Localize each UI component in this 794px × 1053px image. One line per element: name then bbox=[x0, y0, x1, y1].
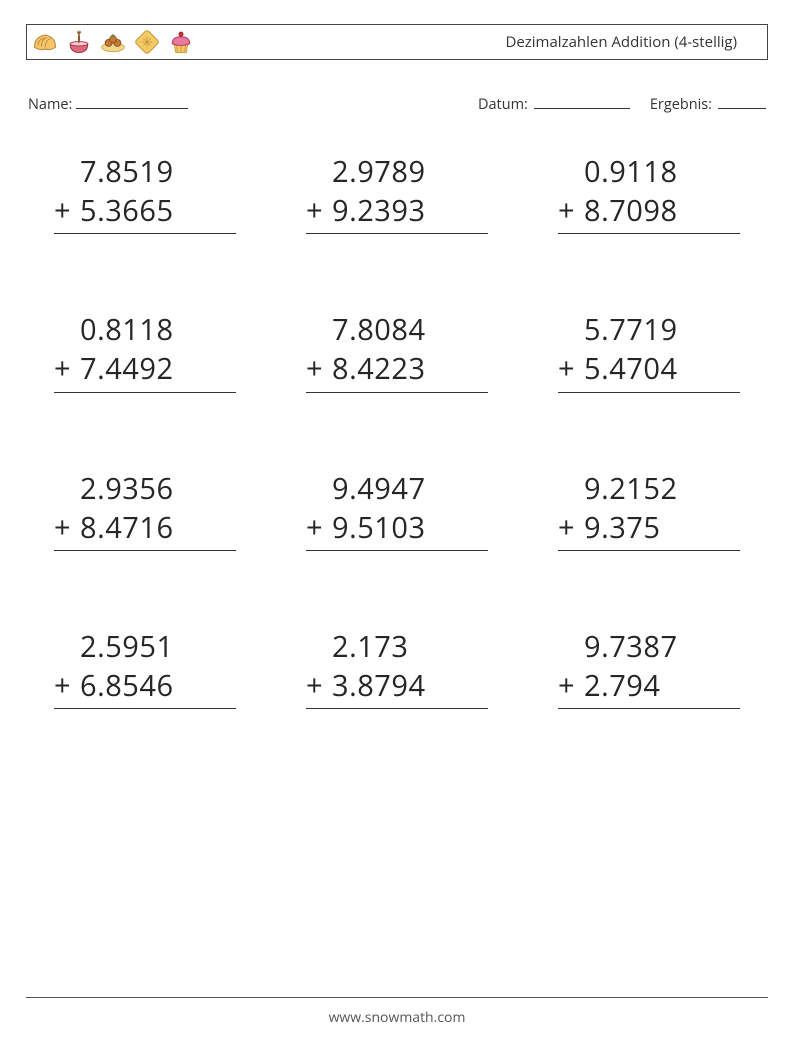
addend-a: 0.8118 bbox=[78, 310, 236, 349]
sum-rule bbox=[558, 550, 740, 551]
addend-b: 8.4716 bbox=[78, 508, 236, 547]
operator: + bbox=[54, 508, 78, 547]
problem: 2.173+3.8794 bbox=[306, 627, 488, 709]
date-blank[interactable] bbox=[534, 94, 630, 109]
addend-b: 3.8794 bbox=[330, 666, 488, 705]
sum-rule bbox=[306, 708, 488, 709]
problems-grid: 7.8519+5.36652.9789+9.23930.9118+8.70980… bbox=[26, 152, 768, 709]
operator-spacer bbox=[306, 469, 330, 508]
operator: + bbox=[558, 191, 582, 230]
operator: + bbox=[558, 349, 582, 388]
operator: + bbox=[54, 191, 78, 230]
problem: 2.9789+9.2393 bbox=[306, 152, 488, 234]
sum-rule bbox=[306, 233, 488, 234]
operator-spacer bbox=[558, 627, 582, 666]
addend-b: 2.794 bbox=[582, 666, 740, 705]
dumpling-icon bbox=[31, 28, 59, 56]
addend-a: 7.8519 bbox=[78, 152, 236, 191]
waffle-icon bbox=[133, 28, 161, 56]
problem: 9.2152+9.375 bbox=[558, 469, 740, 551]
result-blank[interactable] bbox=[718, 94, 766, 109]
problem: 7.8519+5.3665 bbox=[54, 152, 236, 234]
worksheet-title: Dezimalzahlen Addition (4-stellig) bbox=[505, 32, 759, 52]
problem: 7.8084+8.4223 bbox=[306, 310, 488, 392]
problem: 2.9356+8.4716 bbox=[54, 469, 236, 551]
operator: + bbox=[306, 191, 330, 230]
sum-rule bbox=[306, 550, 488, 551]
page-footer: www.snowmath.com bbox=[0, 997, 794, 1027]
operator-spacer bbox=[558, 469, 582, 508]
addend-a: 7.8084 bbox=[330, 310, 488, 349]
addend-b: 9.5103 bbox=[330, 508, 488, 547]
operator-spacer bbox=[558, 152, 582, 191]
operator: + bbox=[306, 666, 330, 705]
addend-a: 9.7387 bbox=[582, 627, 740, 666]
result-label: Ergebnis: bbox=[650, 95, 712, 114]
header-icons bbox=[31, 28, 195, 56]
problem: 9.7387+2.794 bbox=[558, 627, 740, 709]
addend-a: 2.173 bbox=[330, 627, 488, 666]
addend-a: 9.2152 bbox=[582, 469, 740, 508]
addend-a: 2.9789 bbox=[330, 152, 488, 191]
sum-rule bbox=[558, 233, 740, 234]
sum-rule bbox=[54, 708, 236, 709]
addend-b: 6.8546 bbox=[78, 666, 236, 705]
problem: 2.5951+6.8546 bbox=[54, 627, 236, 709]
operator-spacer bbox=[54, 469, 78, 508]
operator: + bbox=[54, 349, 78, 388]
operator: + bbox=[306, 349, 330, 388]
addend-a: 2.9356 bbox=[78, 469, 236, 508]
date-label: Datum: bbox=[478, 95, 528, 114]
sum-rule bbox=[306, 392, 488, 393]
meta-row: Name: Datum: Ergebnis: bbox=[26, 94, 768, 114]
sum-rule bbox=[54, 550, 236, 551]
problem: 0.9118+8.7098 bbox=[558, 152, 740, 234]
operator-spacer bbox=[54, 310, 78, 349]
addend-a: 2.5951 bbox=[78, 627, 236, 666]
whisk-bowl-icon bbox=[65, 28, 93, 56]
name-label: Name: bbox=[28, 95, 72, 114]
problem: 5.7719+5.4704 bbox=[558, 310, 740, 392]
sum-rule bbox=[54, 392, 236, 393]
operator: + bbox=[54, 666, 78, 705]
problem: 0.8118+7.4492 bbox=[54, 310, 236, 392]
cupcake-icon bbox=[167, 28, 195, 56]
sum-rule bbox=[54, 233, 236, 234]
sum-rule bbox=[558, 392, 740, 393]
operator: + bbox=[306, 508, 330, 547]
operator-spacer bbox=[306, 310, 330, 349]
addend-b: 9.2393 bbox=[330, 191, 488, 230]
operator-spacer bbox=[558, 310, 582, 349]
meatballs-icon bbox=[99, 28, 127, 56]
problem: 9.4947+9.5103 bbox=[306, 469, 488, 551]
name-blank[interactable] bbox=[76, 94, 188, 109]
operator-spacer bbox=[54, 152, 78, 191]
addend-b: 7.4492 bbox=[78, 349, 236, 388]
addend-b: 9.375 bbox=[582, 508, 740, 547]
operator-spacer bbox=[306, 627, 330, 666]
operator-spacer bbox=[54, 627, 78, 666]
addend-b: 5.3665 bbox=[78, 191, 236, 230]
operator-spacer bbox=[306, 152, 330, 191]
addend-b: 5.4704 bbox=[582, 349, 740, 388]
footer-text: www.snowmath.com bbox=[329, 1008, 466, 1027]
addend-b: 8.4223 bbox=[330, 349, 488, 388]
addend-a: 5.7719 bbox=[582, 310, 740, 349]
operator: + bbox=[558, 508, 582, 547]
header-bar: Dezimalzahlen Addition (4-stellig) bbox=[26, 24, 768, 60]
operator: + bbox=[558, 666, 582, 705]
addend-a: 0.9118 bbox=[582, 152, 740, 191]
addend-b: 8.7098 bbox=[582, 191, 740, 230]
sum-rule bbox=[558, 708, 740, 709]
addend-a: 9.4947 bbox=[330, 469, 488, 508]
